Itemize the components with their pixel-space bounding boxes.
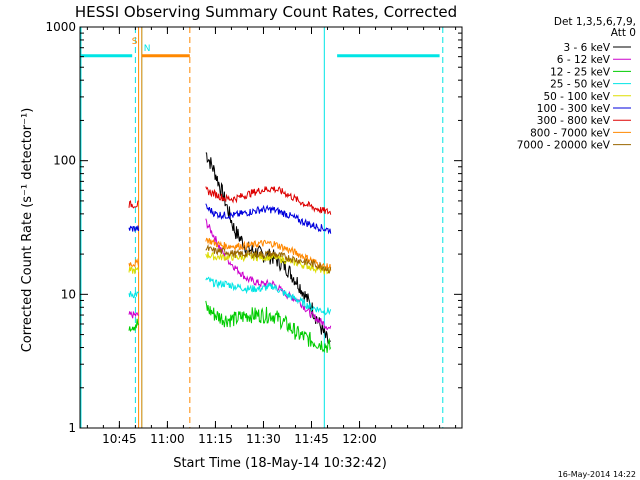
x-axis-label: Start Time (18-May-14 10:32:42) [173, 456, 387, 471]
timestamp: 16-May-2014 14:22 [558, 470, 636, 479]
x-tick-label: 12:00 [342, 432, 377, 446]
series-line [128, 291, 140, 299]
series-line [205, 276, 332, 316]
series-line [128, 200, 139, 209]
y-tick-label: 1 [68, 421, 76, 435]
plot-frame [79, 26, 463, 429]
legend-entry-label: 50 - 100 keV [543, 91, 610, 103]
x-tick-label: 11:15 [198, 432, 233, 446]
y-tick-label: 1000 [45, 20, 76, 34]
flag-letter-saa: S [132, 37, 138, 47]
series-100-300-kev [128, 203, 332, 235]
series-line [128, 225, 140, 232]
legend-entry-label: 300 - 800 keV [537, 115, 611, 127]
y-axis-label: Corrected Count Rate (s⁻¹ detector⁻¹) [20, 108, 35, 353]
series-line [128, 266, 140, 275]
series-800-7000-kev [128, 237, 332, 271]
series-line [205, 185, 332, 215]
legend-entry-label: 12 - 25 keV [550, 66, 611, 78]
series-line [205, 203, 332, 235]
series-50-100-kev [128, 251, 332, 275]
legend-entry-label: 25 - 50 keV [550, 79, 611, 91]
series-7000-20000-kev [205, 243, 332, 274]
legend-header-line: Att 0 [611, 27, 636, 39]
x-tick-label: 11:45 [294, 432, 329, 446]
y-tick-label: 10 [61, 287, 76, 301]
legend-entry-label: 7000 - 20000 keV [517, 140, 611, 152]
series-line [128, 258, 140, 268]
series-line [205, 300, 332, 354]
series-line [128, 318, 139, 333]
series-layer [128, 152, 332, 354]
flag-labels-layer: SN [132, 37, 151, 54]
legend-entry-label: 800 - 7000 keV [530, 127, 611, 139]
y-tick-label: 100 [53, 154, 76, 168]
series-line [205, 237, 332, 271]
series-12-25-kev [128, 300, 332, 354]
x-tick-label: 11:00 [150, 432, 185, 446]
x-tick-label: 11:30 [246, 432, 281, 446]
legend-entry-label: 3 - 6 keV [563, 42, 610, 54]
x-tick-label: 10:45 [102, 432, 137, 446]
axes-layer: 10:45 11:00 11:15 11:30 11:45 12:00 1 10 100 1000 [45, 20, 462, 446]
series-line [205, 251, 332, 275]
series-25-50-kev [128, 276, 332, 316]
chart-title: HESSI Observing Summary Count Rates, Cor… [75, 3, 457, 21]
series-line [205, 243, 332, 274]
legend-entry-label: 6 - 12 keV [557, 54, 611, 66]
legend-header-line: Det 1,3,5,6,7,9, [554, 16, 636, 28]
series-6-12-kev [128, 218, 332, 331]
series-300-800-kev [128, 185, 332, 215]
series-line [128, 311, 139, 319]
flag-letter-night: N [144, 44, 151, 54]
legend-entry-label: 100 - 300 keV [537, 103, 611, 115]
saa-flags-layer [138, 27, 191, 428]
